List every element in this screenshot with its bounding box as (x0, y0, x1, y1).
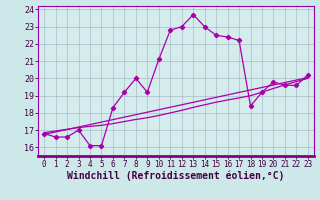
X-axis label: Windchill (Refroidissement éolien,°C): Windchill (Refroidissement éolien,°C) (67, 171, 285, 181)
